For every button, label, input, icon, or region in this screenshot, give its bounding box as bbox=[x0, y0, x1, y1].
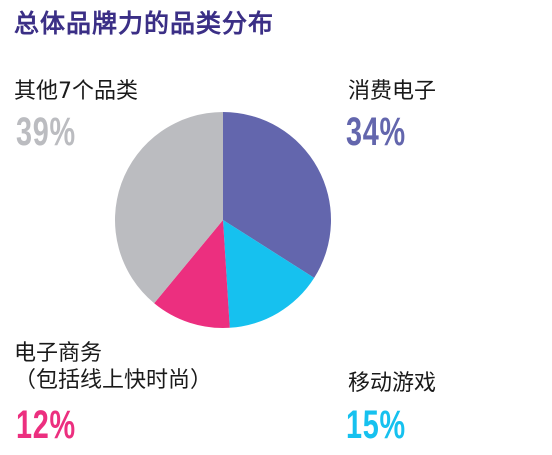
slice-label-ecommerce-line2: （包括线上快时尚） bbox=[14, 368, 213, 393]
slice-label-others: 其他7个品类 bbox=[14, 79, 138, 104]
pie-slice-consumer-electronics bbox=[223, 112, 332, 278]
slice-label-mobile-games: 移动游戏 bbox=[348, 371, 437, 396]
slice-value-ecommerce: 12% bbox=[16, 403, 76, 447]
pie-slice-mobile-games bbox=[223, 220, 315, 328]
slice-value-mobile-games: 15% bbox=[346, 403, 406, 447]
slice-label-consumer-electronics: 消费电子 bbox=[348, 79, 437, 104]
pie-slices bbox=[114, 112, 332, 329]
slice-value-consumer-electronics: 34% bbox=[346, 110, 406, 154]
slice-label-ecommerce: 电子商务 （包括线上快时尚） bbox=[14, 340, 212, 394]
slice-value-others: 39% bbox=[16, 110, 76, 154]
pie-slice-ecommerce bbox=[154, 220, 230, 329]
chart-title: 总体品牌力的品类分布 bbox=[14, 9, 275, 38]
pie-slice-others bbox=[114, 112, 223, 304]
slice-label-ecommerce-line1: 电子商务 bbox=[14, 341, 103, 366]
